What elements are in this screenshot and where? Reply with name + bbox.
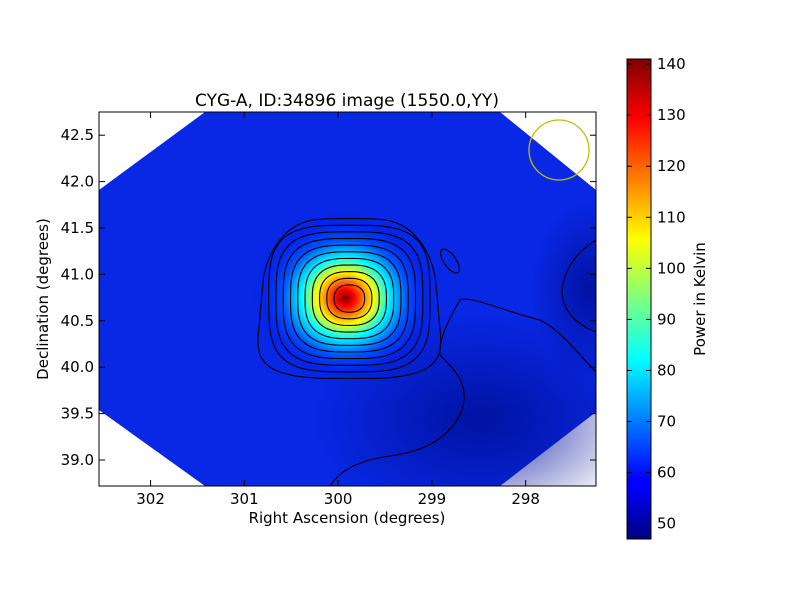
- contour-line: [282, 237, 417, 360]
- colorbar: [626, 58, 652, 540]
- dark-region-right: [530, 200, 596, 380]
- y-tick-label: 42.5: [61, 126, 94, 144]
- x-tick-label: 300: [324, 490, 353, 508]
- y-axis-ticks: 39.0 39.5 40.0 40.5 41.0 41.5 42.0 42.5: [61, 126, 596, 469]
- contour-line: [257, 217, 442, 380]
- contour-line: [326, 277, 373, 320]
- x-tick-label: 302: [136, 490, 165, 508]
- colorbar-tick-label: 70: [657, 413, 676, 431]
- x-tick-label: 299: [418, 490, 447, 508]
- colorbar-ticks: 50 60 70 80 90 100 110 120 130 140: [627, 55, 686, 533]
- y-tick-label: 42.0: [61, 173, 94, 191]
- y-axis-label: Declination (degrees): [34, 218, 52, 380]
- contour-line: [268, 224, 431, 373]
- contour-line: [304, 257, 395, 340]
- colorbar-tick-label: 50: [657, 515, 676, 533]
- contour-right: [561, 239, 596, 333]
- y-tick-label: 39.5: [61, 405, 94, 423]
- contour-line: [289, 244, 409, 353]
- colorbar-tick-label: 130: [657, 106, 686, 124]
- plot-area: [99, 112, 596, 486]
- beam-circle: [528, 119, 590, 181]
- y-tick-label: 40.5: [61, 312, 94, 330]
- contour-line: [297, 251, 402, 346]
- y-tick-label: 41.0: [61, 265, 94, 283]
- plot-frame: [98, 111, 597, 487]
- y-tick-label: 40.0: [61, 358, 94, 376]
- chart-title: CYG-A, ID:34896 image (1550.0,YY): [195, 91, 499, 111]
- contour-line: [319, 271, 380, 326]
- colorbar-tick-label: 100: [657, 259, 686, 277]
- colorbar-tick-label: 90: [657, 310, 676, 328]
- y-tick-label: 41.5: [61, 219, 94, 237]
- y-tick-label: 39.0: [61, 451, 94, 469]
- contour-lower: [329, 298, 596, 486]
- colorbar-tick-label: 110: [657, 208, 686, 226]
- contour-lines: [257, 217, 442, 380]
- source-emission: [250, 210, 440, 386]
- colorbar-tick-label: 60: [657, 464, 676, 482]
- contour-line: [333, 284, 366, 313]
- colorbar-tick-label: 80: [657, 361, 676, 379]
- colorbar-tick-label: 140: [657, 55, 686, 73]
- x-tick-label: 298: [511, 490, 540, 508]
- contour-small-island: [440, 248, 460, 274]
- x-axis-ticks: 302 301 300 299 298: [136, 112, 540, 508]
- colorbar-tick-label: 120: [657, 157, 686, 175]
- x-axis-label: Right Ascension (degrees): [249, 509, 446, 527]
- contour-line: [311, 264, 388, 333]
- colorbar-label: Power in Kelvin: [691, 242, 709, 356]
- x-tick-label: 301: [230, 490, 259, 508]
- contour-line: [275, 231, 424, 366]
